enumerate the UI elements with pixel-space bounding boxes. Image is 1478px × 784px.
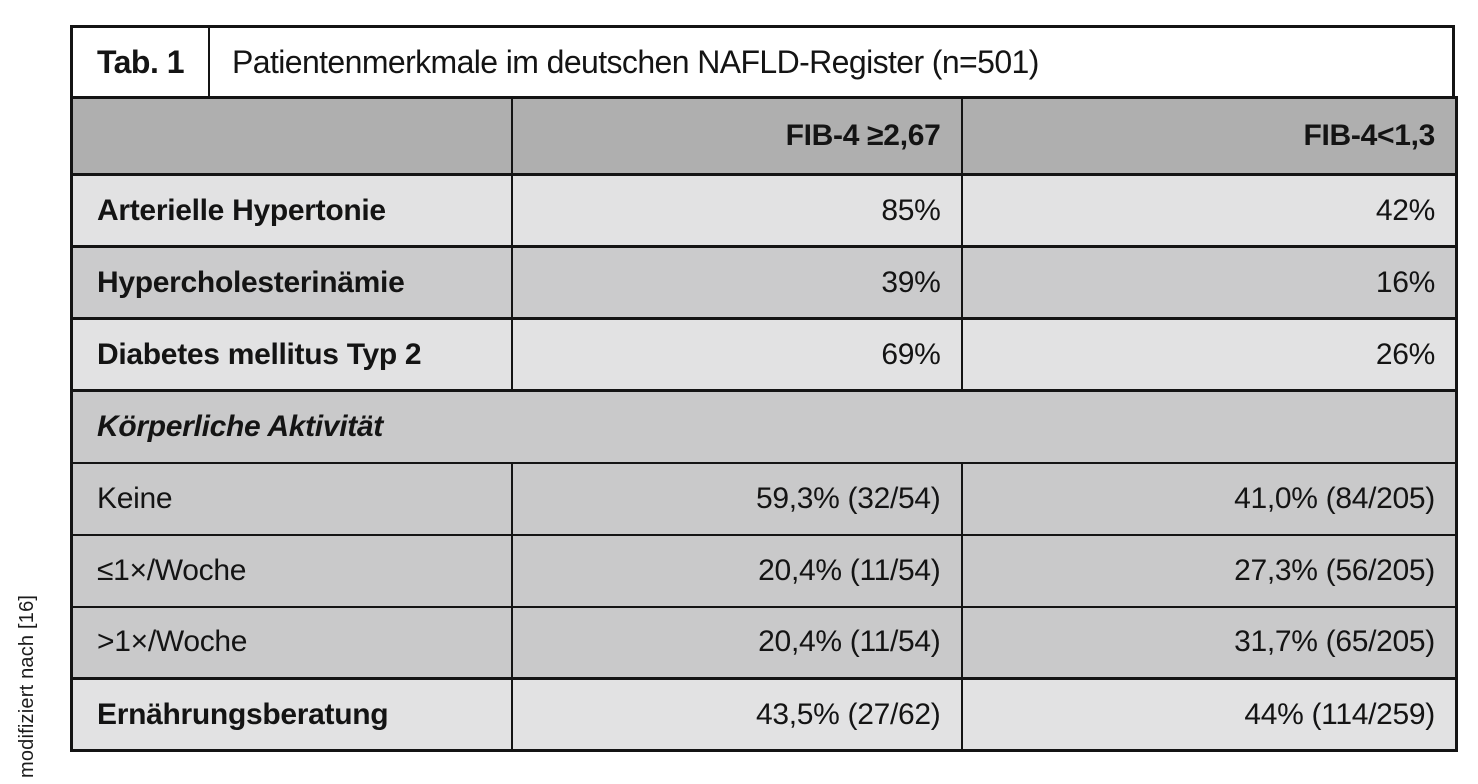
source-note: modifiziert nach [16] <box>16 594 38 778</box>
cell-value-fib4-high: 69% <box>510 317 962 391</box>
table-tag: Tab. 1 <box>73 28 210 96</box>
table-row: Hypercholesterinämie 39% 16% <box>70 245 1457 319</box>
row-label: ≤1×/Woche <box>70 533 512 607</box>
table-title-row: Tab. 1 Patientenmerkmale im deutschen NA… <box>70 25 1455 99</box>
row-label: Hypercholesterinämie <box>70 245 512 319</box>
cell-value-fib4-low: 16% <box>960 245 1457 319</box>
table-figure: Tab. 1 Patientenmerkmale im deutschen NA… <box>70 25 1458 752</box>
row-label: Keine <box>70 461 512 535</box>
row-label: Arterielle Hypertonie <box>70 173 512 247</box>
cell-value-fib4-high: 39% <box>510 245 962 319</box>
table-row: Ernährungsberatung 43,5% (27/62) 44% (11… <box>70 677 1457 751</box>
cell-value-fib4-low: 27,3% (56/205) <box>960 533 1457 607</box>
cell-value-fib4-high: 43,5% (27/62) <box>510 677 962 751</box>
cell-value-fib4-low: 44% (114/259) <box>960 677 1457 751</box>
section-row: Körperliche Aktivität <box>70 389 1457 463</box>
row-label: Diabetes mellitus Typ 2 <box>70 317 512 391</box>
cell-value-fib4-low: 42% <box>960 173 1457 247</box>
cell-value-fib4-high: 85% <box>510 173 962 247</box>
table-row: >1×/Woche 20,4% (11/54) 31,7% (65/205) <box>70 605 1457 679</box>
section-label: Körperliche Aktivität <box>70 389 1457 463</box>
header-cell-empty <box>70 96 512 175</box>
data-table: FIB-4 ≥2,67 FIB-4<1,3 Arterielle Hyperto… <box>70 96 1458 752</box>
cell-value-fib4-high: 20,4% (11/54) <box>510 605 962 679</box>
cell-value-fib4-high: 20,4% (11/54) <box>510 533 962 607</box>
table-row: Diabetes mellitus Typ 2 69% 26% <box>70 317 1457 391</box>
cell-value-fib4-low: 31,7% (65/205) <box>960 605 1457 679</box>
header-cell-fib4-high: FIB-4 ≥2,67 <box>510 96 962 175</box>
row-label: Ernährungsberatung <box>70 677 512 751</box>
cell-value-fib4-low: 26% <box>960 317 1457 391</box>
cell-value-fib4-low: 41,0% (84/205) <box>960 461 1457 535</box>
header-row: FIB-4 ≥2,67 FIB-4<1,3 <box>70 96 1457 175</box>
table-row: Arterielle Hypertonie 85% 42% <box>70 173 1457 247</box>
cell-value-fib4-high: 59,3% (32/54) <box>510 461 962 535</box>
table-row: ≤1×/Woche 20,4% (11/54) 27,3% (56/205) <box>70 533 1457 607</box>
table-title: Patientenmerkmale im deutschen NAFLD-Reg… <box>232 43 1039 80</box>
table-row: Keine 59,3% (32/54) 41,0% (84/205) <box>70 461 1457 535</box>
row-label: >1×/Woche <box>70 605 512 679</box>
header-cell-fib4-low: FIB-4<1,3 <box>960 96 1457 175</box>
